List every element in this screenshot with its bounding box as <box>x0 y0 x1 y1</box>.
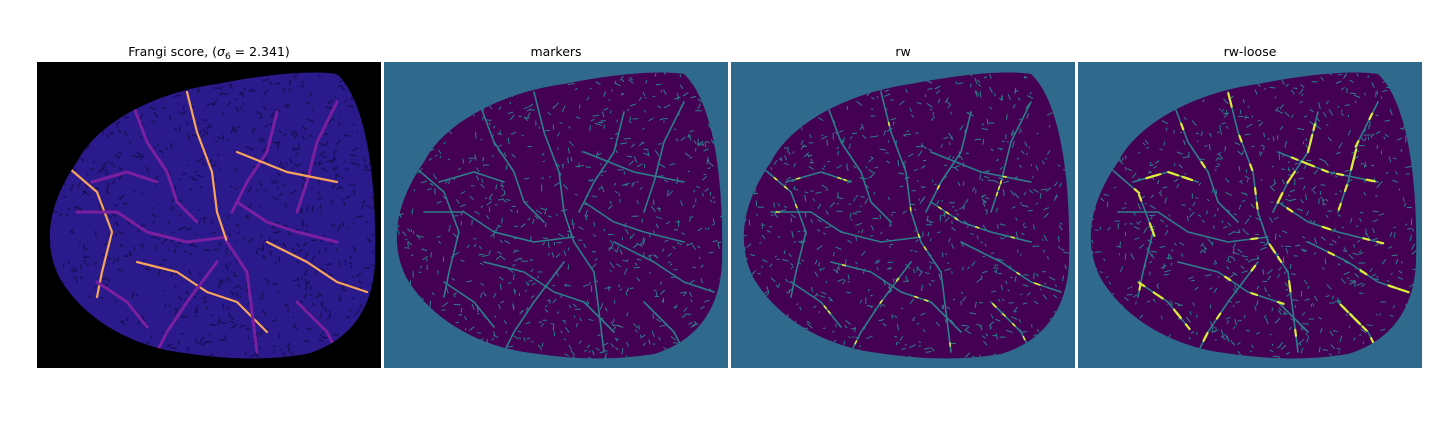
panel-frangi-image <box>37 62 381 368</box>
panel-markers-image <box>384 62 728 368</box>
frangi-score-image <box>37 62 381 368</box>
title-frangi-subscript: 6 <box>224 52 231 62</box>
markers-image <box>384 62 728 368</box>
title-frangi-symbol: σ <box>217 44 225 59</box>
rw-image <box>731 62 1075 368</box>
title-frangi-prefix: Frangi score, ( <box>128 44 218 59</box>
panel-title-frangi: Frangi score, (σ6 = 2.341) <box>37 44 381 62</box>
panel-title-rw: rw <box>895 44 911 59</box>
panel-title-rw-loose: rw-loose <box>1223 44 1277 59</box>
title-frangi-suffix: = 2.341) <box>230 44 290 59</box>
panel-rw-loose-image <box>1078 62 1422 368</box>
panel-title-markers: markers <box>530 44 582 59</box>
panel-rw-image <box>731 62 1075 368</box>
rw-loose-image <box>1078 62 1422 368</box>
